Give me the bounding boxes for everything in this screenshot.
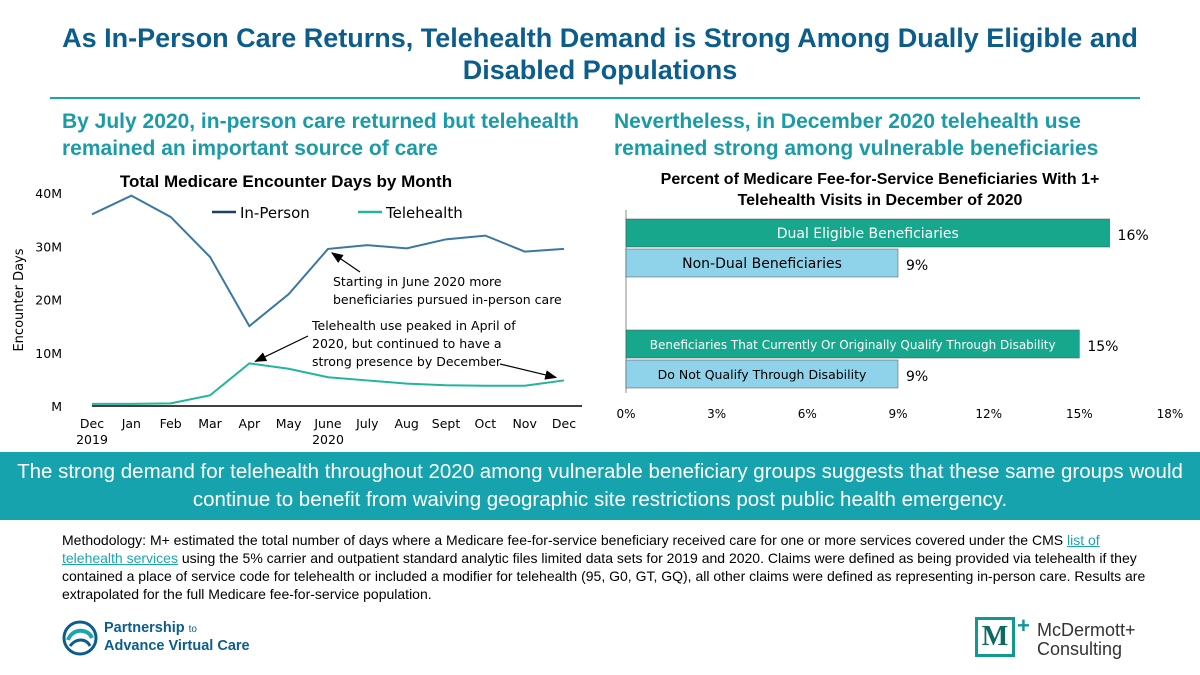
y-tick-label: 20M <box>35 293 62 308</box>
line-chart-y-ticks: M 10M 20M 30M 40M <box>35 186 62 414</box>
annotation-in-person-text: beneficiaries pursued in-person care <box>333 292 562 307</box>
bar-x-tick-label: 3% <box>707 407 726 421</box>
bar-x-tick-label: 6% <box>798 407 817 421</box>
line-chart-annotations: Starting in June 2020 more beneficiaries … <box>254 252 562 380</box>
line-chart-title: Total Medicare Encounter Days by Month <box>120 172 452 191</box>
pavc-line2: Advance Virtual Care <box>104 638 250 654</box>
annotation-telehealth-text: 2020, but continued to have a <box>312 336 502 351</box>
mcdermott-line1: McDermott+ <box>1037 620 1136 640</box>
legend-label: In-Person <box>240 204 310 222</box>
pavc-wordmark: Partnership to Advance Virtual Care <box>104 620 250 655</box>
bar-x-tick-label: 15% <box>1066 407 1093 421</box>
line-chart-legend: In-Person Telehealth <box>212 204 463 222</box>
x-tick-label: Aug <box>394 416 418 431</box>
mcdermott-plus: + <box>1017 613 1030 638</box>
bar-x-tick-label: 9% <box>888 407 907 421</box>
methodology-intro: Methodology: M+ estimated the total numb… <box>62 532 1067 548</box>
x-tick-label: Mar <box>198 416 222 431</box>
bar-category-label: Do Not Qualify Through Disability <box>658 367 867 382</box>
annotation-telehealth-arrow-december <box>499 363 558 380</box>
pavc-swirl-icon <box>62 620 98 656</box>
left-subtitle: By July 2020, in-person care returned bu… <box>62 110 579 160</box>
pavc-line1: Partnership <box>104 620 185 636</box>
bar-category-label: Non-Dual Beneficiaries <box>682 256 842 272</box>
bar-category-label: Dual Eligible Beneficiaries <box>777 226 959 242</box>
x-tick-label: Oct <box>475 416 497 431</box>
charts-canvas: Total Medicare Encounter Days by Month E… <box>12 171 1183 447</box>
annotation-in-person-text: Starting in June 2020 more <box>333 274 502 289</box>
right-subtitle: Nevertheless, in December 2020 telehealt… <box>614 110 1099 160</box>
x-tick-label: Dec <box>80 416 104 431</box>
bar <box>625 359 899 389</box>
line-chart-series <box>91 194 565 405</box>
x-tick-label: Jan <box>121 416 141 431</box>
bar-value-label: 15% <box>1087 339 1118 355</box>
bar <box>625 248 899 278</box>
bar-x-tick-label: 0% <box>616 407 635 421</box>
bar-value-label: 9% <box>906 258 928 274</box>
y-tick-label: 10M <box>35 346 62 361</box>
mcdermott-logo: M + McDermott+ Consulting <box>945 613 1145 667</box>
in-person-line <box>91 194 565 328</box>
pavc-to: to <box>188 624 197 635</box>
x-tick-label: Dec <box>552 416 576 431</box>
bar-chart-title-line: Telehealth Visits in December of 2020 <box>738 192 1023 209</box>
bar-value-label: 16% <box>1118 228 1149 244</box>
y-tick-label: M <box>51 399 62 414</box>
bar-x-tick-label: 12% <box>975 407 1002 421</box>
mcdermott-mark-icon: M <box>975 617 1015 657</box>
annotation-telehealth-text: Telehealth use peaked in April of <box>311 318 516 333</box>
conclusion-banner: The strong demand for telehealth through… <box>0 452 1200 520</box>
pavc-logo: Partnership to Advance Virtual Care <box>62 618 292 660</box>
bar-chart-title: Percent of Medicare Fee-for-Service Bene… <box>661 171 1100 209</box>
legend-label: Telehealth <box>385 204 463 222</box>
methodology-text: Methodology: M+ estimated the total numb… <box>62 531 1147 603</box>
x-tick-label: July <box>355 416 379 431</box>
page-title: As In-Person Care Returns, Telehealth De… <box>62 23 1138 85</box>
methodology-rest: using the 5% carrier and outpatient stan… <box>62 550 1146 602</box>
x-tick-sublabel: 2020 <box>312 432 344 447</box>
x-tick-label: June <box>313 416 342 431</box>
title-divider <box>50 97 1140 99</box>
x-tick-label: May <box>276 416 302 431</box>
bar-value-label: 9% <box>906 369 928 385</box>
bar-chart: Percent of Medicare Fee-for-Service Bene… <box>616 171 1183 421</box>
x-tick-label: Feb <box>160 416 182 431</box>
telehealth-line <box>92 362 565 405</box>
mcdermott-wordmark: McDermott+ Consulting <box>1037 621 1136 659</box>
mcdermott-line2: Consulting <box>1037 639 1123 659</box>
x-tick-sublabel: 2019 <box>76 432 108 447</box>
bar-category-label: Beneficiaries That Currently Or Original… <box>650 338 1056 352</box>
y-tick-label: 40M <box>35 186 62 201</box>
bar-x-tick-label: 18% <box>1157 407 1184 421</box>
annotation-telehealth-arrow-april <box>254 335 309 362</box>
x-tick-label: Sept <box>432 416 461 431</box>
bar-chart-title-line: Percent of Medicare Fee-for-Service Bene… <box>661 171 1100 188</box>
line-chart: Total Medicare Encounter Days by Month E… <box>12 172 582 447</box>
x-tick-label: Nov <box>512 416 537 431</box>
annotation-telehealth-text: strong presence by December <box>312 354 502 369</box>
telehealth-services-link[interactable]: list of telehealth services <box>62 532 1100 566</box>
bar-chart-bars: Dual Eligible Beneficiaries 16% Non-Dual B… <box>625 218 1149 389</box>
bar <box>625 329 1080 359</box>
x-tick-label: Apr <box>239 416 261 431</box>
line-chart-y-axis-label: Encounter Days <box>12 248 27 351</box>
y-tick-label: 30M <box>35 239 62 254</box>
bar-chart-x-ticks: 0% 3% 6% 9% 12% 15% 18% <box>616 407 1183 421</box>
annotation-in-person-arrow <box>331 252 361 273</box>
bar <box>625 218 1110 248</box>
